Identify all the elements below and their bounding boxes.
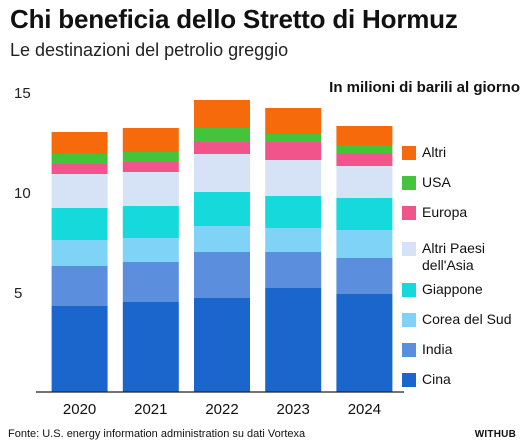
bar-segment xyxy=(51,208,108,240)
x-tick-label: 2022 xyxy=(205,401,238,418)
bar-segment xyxy=(194,128,250,142)
legend-swatch xyxy=(402,146,416,160)
legend-swatch xyxy=(402,283,416,297)
legend-label: USA xyxy=(422,174,451,190)
legend-label: Giappone xyxy=(422,281,483,297)
legend-label: Europa xyxy=(422,204,468,220)
legend-item: Giappone xyxy=(402,281,526,298)
y-tick-label: 5 xyxy=(14,285,22,302)
bar-segment xyxy=(122,262,179,302)
chart-title: Chi beneficia dello Stretto di Hormuz xyxy=(10,4,458,34)
bar-segment xyxy=(336,230,393,258)
bar-segment xyxy=(265,228,322,252)
bar-segment xyxy=(51,266,108,306)
legend-swatch xyxy=(402,343,416,357)
bar-segment xyxy=(194,298,250,392)
legend-label: Altri Paesi dell'Asia xyxy=(422,240,486,273)
legend-item: Corea del Sud xyxy=(402,311,526,328)
bar-segment xyxy=(336,126,393,146)
bar-segment xyxy=(336,294,393,392)
bar-segment xyxy=(265,134,322,142)
bar-segment xyxy=(336,166,393,198)
legend-item: Cina xyxy=(402,371,526,388)
bar-segment xyxy=(51,132,108,154)
y-tick-label: 15 xyxy=(14,85,31,102)
bar-segment xyxy=(51,164,108,174)
bar-segment xyxy=(194,154,250,192)
legend-item: India xyxy=(402,341,526,358)
y-tick-label: 10 xyxy=(14,185,31,202)
legend-swatch xyxy=(402,176,416,190)
bar-segment xyxy=(122,206,179,238)
bar-segment xyxy=(122,162,179,172)
legend-label: Cina xyxy=(422,371,451,387)
x-tick-label: 2023 xyxy=(277,401,310,418)
bar-segment xyxy=(265,142,322,160)
bar-segment xyxy=(265,288,322,392)
bar-segment xyxy=(194,226,250,252)
bar-segment xyxy=(336,154,393,166)
unit-label: In milioni di barili al giorno xyxy=(329,79,520,96)
bar-segment xyxy=(122,128,179,152)
bar-segment xyxy=(265,196,322,228)
legend-item: Europa xyxy=(402,204,526,221)
bar-segment xyxy=(51,240,108,266)
legend-item: Altri Paesi dell'Asia xyxy=(402,240,526,274)
bar-segment xyxy=(265,252,322,288)
bar-segment xyxy=(265,108,322,134)
legend-swatch xyxy=(402,373,416,387)
legend-label: Corea del Sud xyxy=(422,311,512,327)
legend-item: Altri xyxy=(402,144,526,161)
legend-swatch xyxy=(402,313,416,327)
bar-segment xyxy=(51,174,108,208)
bar-segment xyxy=(194,100,250,128)
bar-segment xyxy=(194,142,250,154)
bar-segment xyxy=(336,146,393,154)
bar-segment xyxy=(51,154,108,164)
legend-swatch xyxy=(402,242,416,256)
bar-segment xyxy=(122,302,179,392)
chart-subtitle: Le destinazioni del petrolio greggio xyxy=(10,40,289,60)
legend-label: India xyxy=(422,341,453,357)
brand-logo: WITHUB xyxy=(474,429,516,440)
x-tick-label: 2020 xyxy=(63,401,96,418)
x-tick-label: 2021 xyxy=(134,401,167,418)
bar-segment xyxy=(194,192,250,226)
bar-segment xyxy=(122,152,179,162)
bar-segment xyxy=(194,252,250,298)
bar-segment xyxy=(122,172,179,206)
bar-segment xyxy=(265,160,322,196)
bar-segment xyxy=(122,238,179,262)
bar-segment xyxy=(51,306,108,392)
bar-segment xyxy=(336,198,393,230)
legend-item: USA xyxy=(402,174,526,191)
legend-swatch xyxy=(402,206,416,220)
x-tick-label: 2024 xyxy=(348,401,381,418)
legend-label: Altri xyxy=(422,144,447,160)
source-note: Fonte: U.S. energy information administr… xyxy=(8,428,306,440)
bar-segment xyxy=(336,258,393,294)
